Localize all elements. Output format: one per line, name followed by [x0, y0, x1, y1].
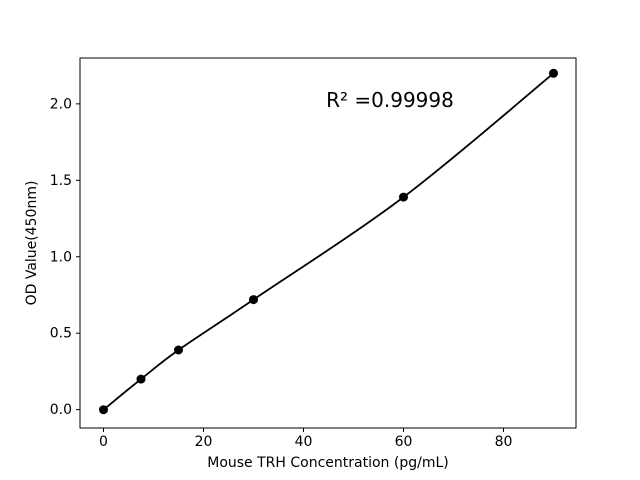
data-point: [399, 192, 408, 202]
x-axis-label: Mouse TRH Concentration (pg/mL): [207, 455, 448, 471]
y-tick-label: 0.5: [50, 326, 72, 342]
x-tick-label: 40: [295, 434, 313, 450]
x-tick-label: 80: [495, 434, 513, 450]
x-tick-label: 60: [395, 434, 413, 450]
y-tick-label: 2.0: [50, 96, 72, 112]
data-point: [99, 405, 108, 415]
plot-border: [79, 57, 577, 429]
data-point: [174, 345, 183, 355]
y-tick-label: 0.0: [50, 402, 72, 418]
y-tick-label: 1.0: [50, 249, 72, 265]
y-tick-label: 1.5: [50, 173, 72, 189]
r-squared-annotation: R² =0.99998: [326, 88, 454, 112]
data-point: [549, 68, 558, 78]
data-point: [136, 374, 146, 384]
x-tick-label: 0: [99, 434, 108, 450]
data-point: [249, 295, 258, 305]
y-axis-label: OD Value(450nm): [24, 181, 40, 306]
x-tick-label: 20: [195, 434, 213, 450]
